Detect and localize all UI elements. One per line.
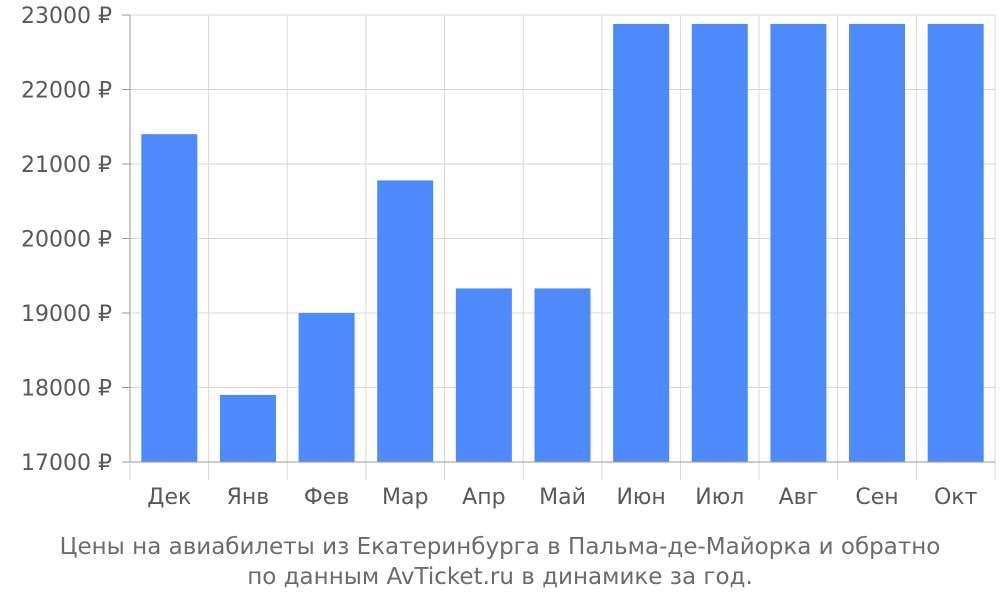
x-tick-label: Окт [934, 485, 978, 510]
bar [927, 23, 984, 462]
y-tick-label: 18000 ₽ [21, 377, 112, 402]
x-tick-label: Мар [382, 485, 428, 510]
bar-chart: 17000 ₽ 18000 ₽ 19000 ₽ 20000 ₽ 21000 ₽ 22000… [21, 4, 996, 510]
y-tick-label: 22000 ₽ [21, 79, 112, 104]
y-tick-label: 19000 ₽ [21, 302, 112, 327]
bar [770, 23, 827, 462]
y-tick-label: 21000 ₽ [21, 153, 112, 178]
x-tick-label: Апр [462, 485, 505, 510]
bar [691, 23, 748, 462]
axes [122, 14, 996, 480]
tick-labels: 17000 ₽ 18000 ₽ 19000 ₽ 20000 ₽ 21000 ₽ 22000… [21, 4, 978, 510]
y-tick-label: 23000 ₽ [21, 4, 112, 29]
bar [455, 288, 512, 462]
bar [219, 394, 276, 462]
y-tick-label: 17000 ₽ [21, 451, 112, 476]
bar [534, 288, 591, 462]
bar [849, 23, 906, 462]
chart-caption-line-2: по данным AvTicket.ru в динамике за год. [247, 564, 753, 590]
y-tick-label: 20000 ₽ [21, 228, 112, 253]
x-tick-label: Дек [147, 485, 191, 510]
x-tick-label: Янв [227, 485, 270, 510]
bar [377, 180, 434, 462]
bars [141, 23, 984, 462]
bar [141, 134, 198, 462]
x-tick-label: Фев [304, 485, 349, 510]
x-tick-label: Май [539, 485, 586, 510]
x-tick-label: Авг [779, 485, 819, 510]
bar [298, 313, 355, 462]
chart-caption-line-1: Цены на авиабилеты из Екатеринбурга в Па… [59, 534, 941, 560]
x-tick-label: Сен [855, 485, 898, 510]
x-tick-label: Июн [616, 485, 665, 510]
bar [613, 23, 670, 462]
x-tick-label: Июл [695, 485, 744, 510]
grid-lines [130, 14, 996, 463]
